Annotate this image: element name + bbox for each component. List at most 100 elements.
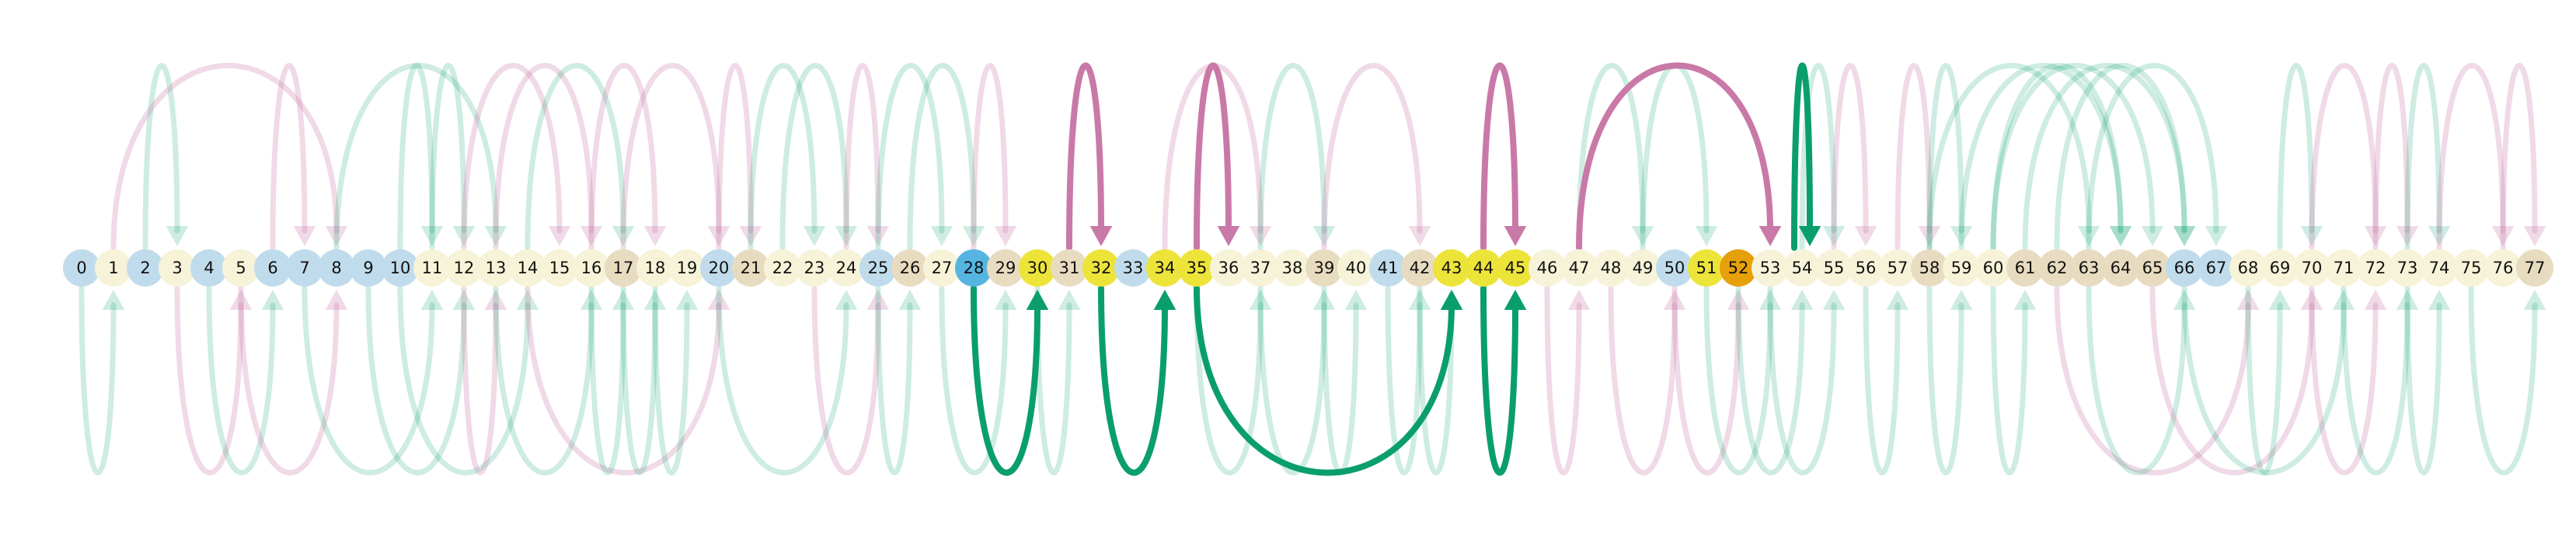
node-29: 29 bbox=[987, 249, 1024, 287]
node-label: 34 bbox=[1155, 259, 1176, 277]
node-15: 15 bbox=[541, 249, 578, 287]
edge-61-66 bbox=[2022, 62, 2196, 251]
node-label: 19 bbox=[677, 259, 698, 277]
highlight-edge-32-34 bbox=[1098, 285, 1176, 476]
node-32: 32 bbox=[1082, 249, 1120, 287]
node-27: 27 bbox=[923, 249, 960, 287]
edge-39-42 bbox=[1321, 63, 1431, 251]
edge-12-13 bbox=[461, 285, 507, 476]
node-23: 23 bbox=[796, 249, 833, 287]
highlight-edge-35-43 bbox=[1194, 285, 1463, 476]
node-label: 52 bbox=[1728, 259, 1749, 277]
edge-48-50 bbox=[1608, 285, 1686, 475]
arrow-head-icon bbox=[1408, 290, 1431, 310]
node-74: 74 bbox=[2421, 249, 2458, 287]
arrow-head-icon bbox=[2332, 290, 2355, 310]
node-circle bbox=[2229, 249, 2267, 287]
edge-75-77 bbox=[2468, 285, 2546, 475]
node-19: 19 bbox=[668, 249, 706, 287]
node-circle bbox=[1433, 249, 1470, 287]
arrow-head-icon bbox=[1695, 226, 1718, 246]
node-circle bbox=[2484, 249, 2522, 287]
edge-68-69 bbox=[2245, 285, 2292, 476]
node-60: 60 bbox=[1975, 249, 2012, 287]
node-label: 68 bbox=[2238, 259, 2259, 277]
node-label: 74 bbox=[2429, 259, 2450, 277]
node-circle bbox=[318, 249, 355, 287]
edge-56-57 bbox=[1863, 285, 1909, 476]
node-label: 20 bbox=[709, 259, 730, 277]
arrow-head-icon bbox=[1631, 226, 1654, 246]
arrow-head-icon bbox=[1344, 290, 1368, 310]
node-label: 41 bbox=[1378, 259, 1399, 277]
node-label: 53 bbox=[1760, 259, 1781, 277]
node-circle bbox=[1592, 249, 1630, 287]
node-3: 3 bbox=[159, 249, 196, 287]
node-circle bbox=[1752, 249, 1789, 287]
node-circle bbox=[254, 249, 291, 287]
node-40: 40 bbox=[1337, 249, 1375, 287]
node-48: 48 bbox=[1592, 249, 1630, 287]
node-17: 17 bbox=[605, 249, 642, 287]
arrow-head-icon bbox=[2173, 226, 2196, 246]
edge-60-61 bbox=[1990, 285, 2037, 476]
node-label: 8 bbox=[331, 259, 341, 277]
edges-layer bbox=[78, 62, 2546, 476]
arrow-head-icon bbox=[2491, 226, 2515, 246]
arrow-head-icon bbox=[2428, 290, 2451, 310]
node-circle bbox=[636, 249, 674, 287]
edge-21-23 bbox=[748, 63, 826, 251]
highlight-edge-28-30 bbox=[971, 285, 1049, 476]
node-label: 21 bbox=[741, 259, 762, 277]
node-59: 59 bbox=[1943, 249, 1980, 287]
edge-58-59 bbox=[1926, 285, 1973, 476]
node-7: 7 bbox=[286, 249, 323, 287]
node-30: 30 bbox=[1019, 249, 1056, 287]
edge-76-77 bbox=[2500, 63, 2546, 251]
node-49: 49 bbox=[1624, 249, 1661, 287]
edge-70-72 bbox=[2309, 63, 2387, 251]
node-label: 3 bbox=[172, 259, 182, 277]
nodes-layer: 0 1 2 3 4 5 6 7 8 9 10 11 12 13 14 15 16 17 18 19 20 21 22 23 24… bbox=[63, 249, 2553, 287]
edge-4-6 bbox=[206, 285, 284, 475]
arrow-head-icon bbox=[1950, 226, 1973, 246]
node-label: 54 bbox=[1792, 259, 1813, 277]
node-16: 16 bbox=[573, 249, 610, 287]
node-45: 45 bbox=[1497, 249, 1534, 287]
node-circle bbox=[350, 249, 387, 287]
edge-16-17 bbox=[588, 285, 635, 476]
arrow-head-icon bbox=[1504, 226, 1527, 246]
arrow-head-icon bbox=[1312, 290, 1336, 310]
node-55: 55 bbox=[1815, 249, 1853, 287]
node-circle bbox=[2421, 249, 2458, 287]
node-circle bbox=[1369, 249, 1407, 287]
edge-37-39 bbox=[1257, 63, 1336, 251]
node-circle bbox=[1274, 249, 1311, 287]
edge-8-13 bbox=[333, 62, 507, 251]
node-62: 62 bbox=[2038, 249, 2076, 287]
node-circle bbox=[1082, 249, 1120, 287]
edge-20-24 bbox=[716, 285, 858, 476]
node-label: 65 bbox=[2142, 259, 2163, 277]
node-circle bbox=[764, 249, 801, 287]
edge-1-8 bbox=[110, 63, 348, 251]
arrow-head-icon bbox=[1504, 290, 1527, 310]
node-label: 62 bbox=[2047, 259, 2068, 277]
node-circle bbox=[1720, 249, 1757, 287]
arrow-head-icon bbox=[452, 226, 476, 246]
arrow-head-icon bbox=[1408, 226, 1431, 246]
arrow-head-icon bbox=[420, 290, 444, 310]
edge-34-37 bbox=[1162, 63, 1272, 251]
edge-9-12 bbox=[365, 285, 476, 475]
arrow-head-icon bbox=[994, 290, 1017, 310]
node-label: 66 bbox=[2174, 259, 2195, 277]
arrow-head-icon bbox=[2428, 226, 2451, 246]
node-circle bbox=[2038, 249, 2076, 287]
node-circle bbox=[605, 249, 642, 287]
edge-6-7 bbox=[270, 63, 316, 251]
arrow-head-icon bbox=[548, 226, 571, 246]
arrow-head-icon bbox=[898, 290, 922, 310]
node-circle bbox=[1560, 249, 1598, 287]
node-46: 46 bbox=[1529, 249, 1566, 287]
